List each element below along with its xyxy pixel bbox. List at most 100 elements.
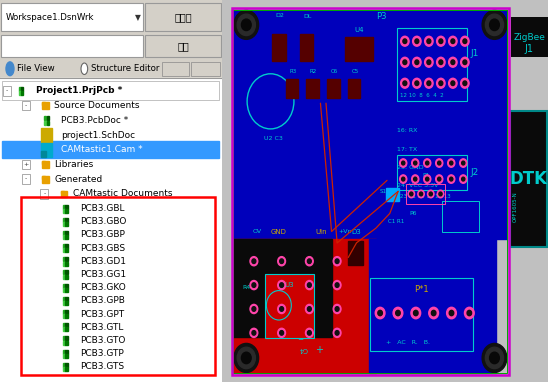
Circle shape	[403, 60, 407, 65]
Circle shape	[461, 177, 465, 181]
Bar	[191, 62, 220, 76]
Text: U4: U4	[355, 26, 364, 32]
Bar	[63, 288, 65, 292]
Bar	[65, 297, 68, 301]
Text: File View: File View	[16, 64, 54, 73]
Circle shape	[415, 81, 419, 86]
Circle shape	[410, 192, 413, 196]
Circle shape	[425, 36, 433, 46]
Circle shape	[333, 304, 341, 314]
Circle shape	[403, 81, 407, 86]
Circle shape	[412, 159, 419, 167]
Circle shape	[427, 39, 431, 44]
Bar	[63, 209, 65, 213]
Bar	[63, 248, 65, 253]
Text: Structure Editor: Structure Editor	[91, 64, 159, 73]
Circle shape	[425, 57, 433, 67]
Bar	[63, 244, 65, 248]
Bar	[63, 270, 65, 274]
Circle shape	[414, 310, 418, 316]
Bar	[233, 239, 332, 337]
Bar	[65, 222, 68, 226]
Bar	[327, 79, 340, 98]
Circle shape	[415, 60, 419, 65]
Circle shape	[489, 352, 499, 364]
Circle shape	[307, 283, 311, 287]
Bar	[145, 35, 221, 57]
Text: DTK: DTK	[510, 170, 547, 188]
Text: PCB3.GBO: PCB3.GBO	[80, 217, 126, 226]
Bar	[63, 337, 65, 340]
Circle shape	[463, 60, 467, 65]
Text: -: -	[5, 88, 8, 94]
Bar	[2, 81, 219, 100]
Circle shape	[465, 307, 474, 319]
Circle shape	[307, 307, 311, 311]
Text: GND: GND	[271, 229, 287, 235]
Bar	[65, 341, 68, 345]
Bar	[44, 116, 47, 120]
Circle shape	[448, 175, 455, 183]
Bar	[42, 176, 49, 183]
Circle shape	[448, 159, 455, 167]
Bar	[232, 8, 509, 375]
Text: R2: R2	[310, 69, 317, 74]
Text: PCB3.PcbDoc *: PCB3.PcbDoc *	[61, 116, 128, 125]
Bar	[233, 239, 376, 373]
Text: 17: TX: 17: TX	[397, 147, 417, 152]
Text: D3: D3	[351, 229, 361, 235]
Circle shape	[305, 304, 313, 314]
Circle shape	[461, 161, 465, 165]
Circle shape	[461, 57, 469, 67]
Text: PCB3.GKO: PCB3.GKO	[80, 283, 125, 292]
Text: Uin: Uin	[315, 229, 327, 235]
Text: +Vp: +Vp	[339, 230, 352, 235]
Text: Generated: Generated	[54, 175, 102, 184]
Circle shape	[333, 280, 341, 290]
Text: -: -	[43, 191, 45, 196]
Bar	[21, 197, 215, 375]
Circle shape	[437, 36, 445, 46]
Circle shape	[237, 347, 255, 369]
Text: PCB3.GTS: PCB3.GTS	[80, 362, 124, 371]
Circle shape	[486, 14, 504, 36]
Circle shape	[425, 78, 433, 88]
Circle shape	[438, 177, 441, 181]
Bar	[65, 314, 68, 318]
Circle shape	[250, 257, 258, 266]
Bar	[21, 160, 30, 169]
Circle shape	[278, 257, 286, 266]
Bar	[510, 110, 547, 246]
Circle shape	[335, 307, 339, 311]
Text: PCB3.GTP: PCB3.GTP	[80, 349, 124, 358]
Bar	[63, 218, 65, 222]
Circle shape	[461, 78, 469, 88]
Circle shape	[461, 36, 469, 46]
Circle shape	[439, 192, 442, 196]
Circle shape	[429, 307, 438, 319]
Circle shape	[305, 280, 313, 290]
Circle shape	[234, 10, 259, 39]
Circle shape	[399, 175, 407, 183]
Circle shape	[437, 57, 445, 67]
Bar	[145, 3, 221, 31]
Bar	[65, 323, 68, 327]
Circle shape	[427, 81, 431, 86]
Circle shape	[436, 159, 443, 167]
Circle shape	[486, 347, 504, 369]
Text: PCB3.GPT: PCB3.GPT	[80, 309, 124, 319]
Circle shape	[247, 74, 294, 129]
Circle shape	[335, 259, 339, 264]
Circle shape	[437, 78, 445, 88]
Bar	[65, 248, 68, 253]
Bar	[65, 354, 68, 358]
Bar	[63, 363, 65, 367]
Text: OPF1605-N: OPF1605-N	[512, 191, 517, 222]
Circle shape	[242, 19, 251, 31]
Text: PCB3.GPB: PCB3.GPB	[80, 296, 125, 305]
Circle shape	[449, 310, 454, 316]
Bar	[369, 239, 496, 373]
Circle shape	[279, 283, 283, 287]
Bar	[63, 323, 65, 327]
Circle shape	[411, 307, 421, 319]
